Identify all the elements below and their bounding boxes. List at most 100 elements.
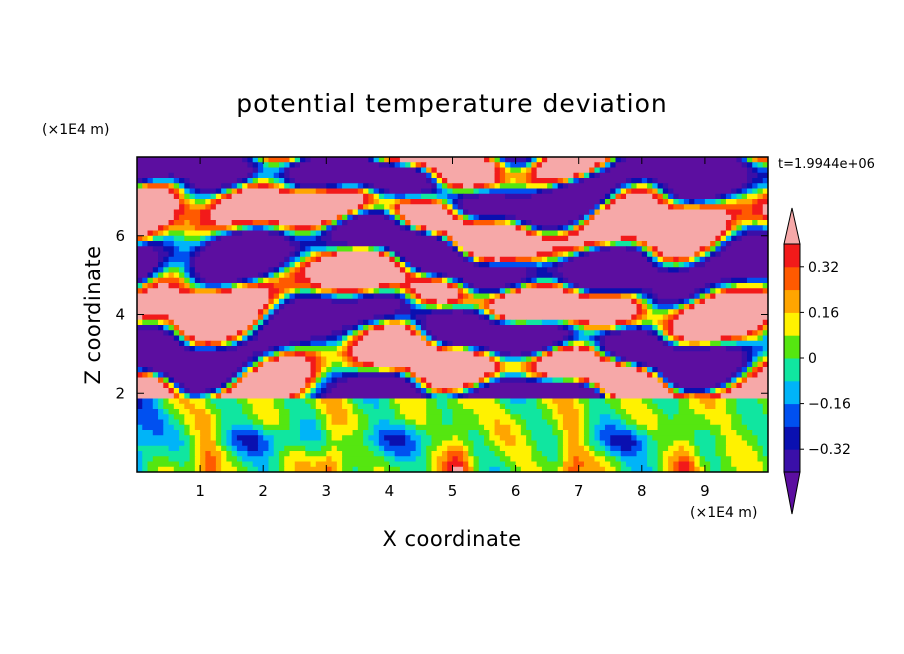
field-cell: [363, 199, 369, 205]
field-cell: [552, 430, 564, 436]
field-cell: [431, 451, 443, 457]
field-cell: [578, 283, 706, 289]
field-cell: [741, 361, 748, 368]
field-cell: [505, 319, 511, 326]
field-cell: [294, 230, 312, 237]
field-cell: [452, 188, 475, 195]
field-cell: [752, 372, 759, 379]
field-cell: [194, 288, 217, 295]
field-cell: [725, 193, 732, 200]
field-cell: [552, 414, 564, 421]
field-cell: [257, 414, 280, 421]
field-cell: [436, 335, 564, 342]
field-cell: [441, 172, 496, 179]
field-cell: [426, 466, 433, 472]
field-cell: [594, 214, 732, 221]
field-cell: [731, 372, 738, 379]
field-cell: [231, 220, 254, 226]
field-cell: [452, 209, 459, 216]
field-cell: [725, 225, 732, 232]
field-cell: [557, 230, 564, 237]
field-cell: [678, 267, 690, 274]
field-cell: [736, 235, 743, 242]
field-cell: [321, 283, 380, 289]
field-cell: [526, 367, 532, 373]
field-cell: [647, 367, 653, 373]
field-cell: [242, 283, 249, 289]
field-cell: [142, 283, 149, 289]
field-cell: [221, 451, 227, 457]
field-cell: [478, 193, 506, 200]
field-cell: [573, 256, 648, 263]
field-cell: [526, 398, 538, 405]
field-cell: [683, 445, 695, 452]
field-cell: [247, 414, 259, 421]
field-cell: [484, 377, 490, 384]
field-cell: [562, 466, 569, 472]
field-cell: [321, 409, 327, 415]
field-cell: [426, 167, 433, 174]
field-cell: [257, 272, 264, 279]
field-cell: [420, 230, 427, 237]
field-cell: [242, 230, 270, 237]
field-cell: [331, 361, 343, 368]
field-cell: [484, 183, 490, 190]
field-cell: [573, 456, 580, 463]
field-cell: [657, 419, 711, 426]
field-cell: [268, 162, 280, 169]
field-cell: [215, 388, 222, 394]
field-cell: [415, 445, 422, 452]
field-cell: [226, 335, 233, 342]
field-cell: [268, 309, 275, 316]
field-cell: [163, 403, 175, 410]
field-cell: [662, 335, 669, 342]
field-cell: [410, 288, 417, 295]
field-cell: [615, 466, 622, 472]
field-cell: [289, 157, 296, 163]
field-cell: [741, 382, 768, 389]
field-cell: [194, 435, 201, 442]
field-cell: [242, 188, 280, 195]
field-cell: [326, 356, 343, 363]
field-cell: [641, 241, 648, 247]
field-cell: [604, 199, 611, 205]
field-cell: [357, 319, 364, 326]
field-cell: [252, 461, 270, 468]
field-cell: [715, 193, 722, 200]
field-cell: [163, 377, 170, 384]
field-cell: [683, 199, 690, 205]
field-cell: [252, 409, 280, 415]
field-cell: [415, 440, 422, 447]
field-cell: [137, 199, 180, 205]
field-cell: [573, 346, 580, 352]
field-cell: [526, 277, 532, 284]
field-cell: [463, 440, 475, 447]
field-cell: [578, 246, 585, 253]
field-cell: [531, 372, 538, 379]
field-cell: [426, 377, 480, 384]
field-cell: [515, 288, 522, 295]
field-cell: [194, 451, 201, 457]
field-cell: [547, 456, 559, 463]
field-cell: [415, 162, 422, 169]
field-cell: [278, 262, 285, 268]
field-cell: [163, 256, 170, 263]
field-cell: [589, 424, 596, 431]
field-cell: [363, 435, 369, 442]
field-cell: [689, 440, 695, 447]
field-cell: [315, 356, 322, 363]
field-cell: [447, 277, 454, 284]
field-cell: [489, 346, 543, 352]
field-cell: [531, 230, 538, 237]
field-cell: [689, 298, 695, 305]
colorbar-label: 0: [808, 351, 817, 367]
field-cell: [583, 241, 596, 247]
field-cell: [731, 335, 743, 342]
field-cell: [494, 319, 501, 326]
field-cell: [583, 424, 590, 431]
field-cell: [436, 340, 443, 347]
field-cell: [352, 466, 359, 472]
field-cell: [604, 445, 611, 452]
field-cell: [263, 314, 270, 321]
field-cell: [184, 424, 191, 431]
